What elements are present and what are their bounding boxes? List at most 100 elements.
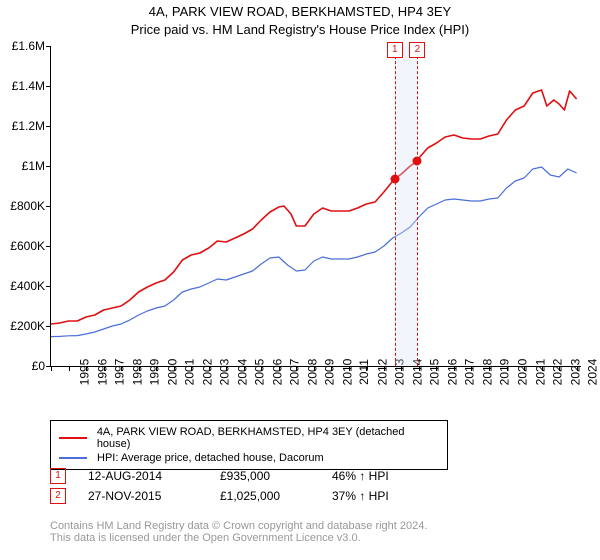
legend: 4A, PARK VIEW ROAD, BERKHAMSTED, HP4 3EY… [50,420,448,470]
legend-swatch [59,457,87,459]
y-tick-label: £1.4M [12,79,45,93]
y-tick-label: £800K [10,199,45,213]
x-tick-label: 2012 [376,359,390,386]
chart-title: 4A, PARK VIEW ROAD, BERKHAMSTED, HP4 3EY [0,4,600,19]
sale-dot [413,157,422,166]
x-tick-mark [156,366,157,371]
x-tick-label: 2001 [183,359,197,386]
event-marker: 2 [409,42,425,58]
y-tick-mark [46,166,51,167]
x-tick-mark [244,366,245,371]
x-tick-label: 1995 [78,359,92,386]
sales-delta: 46% ↑ HPI [332,469,422,483]
x-tick-label: 2003 [218,359,232,386]
legend-row: 4A, PARK VIEW ROAD, BERKHAMSTED, HP4 3EY… [59,425,439,451]
x-tick-mark [419,366,420,371]
series-price_paid [51,90,577,324]
x-tick-label: 2018 [481,359,495,386]
x-tick-label: 2021 [533,359,547,386]
x-tick-mark [314,366,315,371]
legend-row: HPI: Average price, detached house, Daco… [59,451,439,465]
x-tick-label: 2016 [446,359,460,386]
x-tick-label: 1996 [95,359,109,386]
y-tick-mark [46,326,51,327]
x-tick-mark [69,366,70,371]
sales-index-badge: 2 [50,488,66,504]
x-tick-mark [454,366,455,371]
x-tick-mark [51,366,52,371]
y-tick-label: £200K [10,319,45,333]
footnote-line-2: This data is licensed under the Open Gov… [50,532,427,544]
y-tick-mark [46,46,51,47]
x-tick-mark [542,366,543,371]
sales-date: 12-AUG-2014 [88,469,198,483]
sale-dot [390,175,399,184]
x-tick-mark [401,366,402,371]
x-tick-mark [104,366,105,371]
y-tick-mark [46,86,51,87]
sales-table: 1 12-AUG-2014 £935,000 46% ↑ HPI 2 27-NOV-201… [50,466,422,506]
y-tick-mark [46,246,51,247]
plot-area: £0£200K£400K£600K£800K£1M£1.2M£1.4M£1.6M… [50,46,581,367]
x-tick-mark [261,366,262,371]
x-tick-mark [86,366,87,371]
event-vline [395,46,396,366]
footnote: Contains HM Land Registry data © Crown c… [50,520,427,544]
y-tick-mark [46,126,51,127]
x-tick-label: 2007 [288,359,302,386]
x-tick-mark [577,366,578,371]
x-tick-label: 2005 [253,359,267,386]
x-tick-mark [559,366,560,371]
sales-row: 2 27-NOV-2015 £1,025,000 37% ↑ HPI [50,486,422,506]
y-tick-label: £1.2M [12,119,45,133]
x-tick-mark [121,366,122,371]
legend-label: 4A, PARK VIEW ROAD, BERKHAMSTED, HP4 3EY… [97,426,439,450]
x-tick-label: 2024 [586,359,600,386]
x-tick-label: 2002 [200,359,214,386]
chart-subtitle: Price paid vs. HM Land Registry's House … [0,22,600,37]
sales-index-badge: 1 [50,468,66,484]
x-tick-label: 2019 [498,359,512,386]
x-tick-label: 1997 [113,359,127,386]
x-tick-mark [296,366,297,371]
sales-price: £1,025,000 [220,489,310,503]
sales-price: £935,000 [220,469,310,483]
chart-container: 4A, PARK VIEW ROAD, BERKHAMSTED, HP4 3EY… [0,0,600,560]
x-tick-mark [174,366,175,371]
event-shade [395,46,418,366]
y-tick-label: £600K [10,239,45,253]
x-tick-mark [524,366,525,371]
event-vline [417,46,418,366]
x-tick-label: 2000 [165,359,179,386]
x-tick-mark [489,366,490,371]
x-tick-mark [191,366,192,371]
x-tick-mark [366,366,367,371]
y-tick-label: £400K [10,279,45,293]
x-tick-label: 2009 [323,359,337,386]
sales-date: 27-NOV-2015 [88,489,198,503]
x-tick-label: 2004 [235,359,249,386]
x-tick-label: 1999 [148,359,162,386]
x-tick-label: 1998 [130,359,144,386]
y-tick-label: £0 [32,359,45,373]
series-hpi [51,167,577,337]
x-tick-mark [507,366,508,371]
x-tick-label: 2011 [357,359,371,385]
x-tick-mark [139,366,140,371]
y-tick-label: £1M [22,159,45,173]
y-tick-label: £1.6M [12,39,45,53]
x-tick-label: 2023 [568,359,582,386]
sales-row: 1 12-AUG-2014 £935,000 46% ↑ HPI [50,466,422,486]
x-tick-label: 2017 [463,359,477,386]
x-tick-mark [436,366,437,371]
x-tick-label: 2020 [516,359,530,386]
x-tick-mark [384,366,385,371]
x-tick-label: 2015 [428,359,442,386]
x-tick-mark [209,366,210,371]
legend-label: HPI: Average price, detached house, Daco… [97,452,324,464]
sales-delta: 37% ↑ HPI [332,489,422,503]
event-marker: 1 [387,42,403,58]
x-tick-mark [279,366,280,371]
series-svg [51,46,581,366]
x-tick-label: 2006 [270,359,284,386]
